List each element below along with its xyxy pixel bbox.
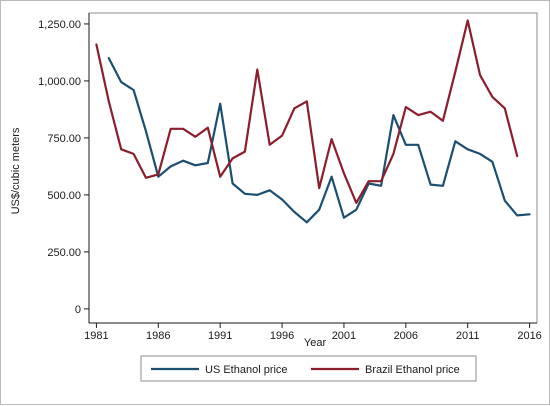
x-axis-ticks: 1981 1986 1991 1996 2001 2006 2011 2016 bbox=[84, 323, 542, 342]
legend: US Ethanol price Brazil Ethanol price bbox=[140, 355, 477, 382]
series-line-us-ethanol bbox=[107, 56, 531, 224]
x-tick-label: 2001 bbox=[332, 330, 356, 342]
x-tick-label: 1996 bbox=[270, 330, 294, 342]
legend-label-brazil: Brazil Ethanol price bbox=[365, 364, 460, 376]
x-axis-title: Year bbox=[304, 337, 327, 349]
x-tick-label: 2011 bbox=[456, 330, 480, 342]
x-tick-label: 1991 bbox=[208, 330, 232, 342]
y-tick-label: 250.00 bbox=[47, 247, 81, 259]
y-tick-label: 750.00 bbox=[47, 133, 81, 145]
y-axis-ticks: 0 250.00 500.00 750.00 1,000.00 1,250.00 bbox=[38, 19, 89, 316]
series-line-brazil-ethanol bbox=[95, 19, 519, 204]
y-tick-label: 500.00 bbox=[47, 190, 81, 202]
x-tick-label: 1981 bbox=[84, 330, 108, 342]
x-tick-label: 2016 bbox=[517, 330, 541, 342]
y-tick-label: 0 bbox=[75, 304, 81, 316]
x-tick-label: 1986 bbox=[146, 330, 170, 342]
legend-label-us: US Ethanol price bbox=[205, 364, 288, 376]
y-tick-label: 1,250.00 bbox=[38, 19, 81, 31]
y-tick-label: 1,000.00 bbox=[38, 76, 81, 88]
x-tick-label: 2006 bbox=[394, 330, 418, 342]
series-lines bbox=[95, 19, 531, 224]
plot-area bbox=[88, 12, 538, 324]
y-axis-title: US$/cubic meters bbox=[10, 127, 22, 214]
